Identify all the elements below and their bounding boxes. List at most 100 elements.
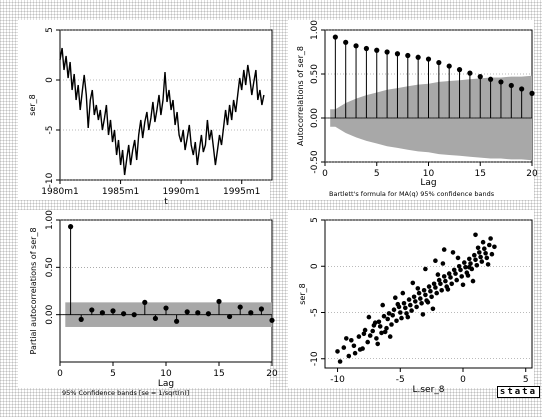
scatter-point xyxy=(427,284,432,289)
stata-watermark: stata xyxy=(497,386,540,398)
acf-point xyxy=(343,40,348,45)
scatter-point xyxy=(436,272,441,277)
y-tick-label: -10 xyxy=(45,172,55,187)
scatter-point xyxy=(473,233,478,238)
scatter-point xyxy=(433,285,438,290)
scatter-point xyxy=(475,263,480,268)
pacf-point xyxy=(238,304,243,309)
scatter-point xyxy=(434,291,439,296)
acf-point xyxy=(478,74,483,79)
y-axis-title: Partial autocorrelations of ser_8 xyxy=(29,227,38,354)
y-tick-label: -10 xyxy=(310,351,320,366)
scatter-point xyxy=(456,256,461,261)
pacf-point xyxy=(132,312,137,317)
scatter-point xyxy=(467,265,472,270)
scatter-point xyxy=(409,308,414,313)
y-tick-label: 0.00 xyxy=(45,304,55,324)
x-tick-label: 15 xyxy=(213,369,224,379)
scatter-point xyxy=(433,258,438,263)
pacf-point xyxy=(142,300,147,305)
x-tick-label: 20 xyxy=(526,169,538,179)
scatter-point xyxy=(481,240,486,245)
x-tick-label: 0 xyxy=(57,369,63,379)
y-tick-label: 0.50 xyxy=(310,64,320,84)
scatter-point xyxy=(349,338,354,343)
scatter-point xyxy=(416,286,421,291)
scatter-point xyxy=(367,315,372,320)
scatter-point xyxy=(390,313,395,318)
acf-point xyxy=(467,71,472,76)
scatter-point xyxy=(392,307,397,312)
scatter-point xyxy=(478,255,483,260)
pacf-point xyxy=(153,316,158,321)
pacf-point xyxy=(174,319,179,324)
x-axis-title: Lag xyxy=(158,379,174,389)
time-series-panel: -10-5051980m1 1985m1 1990m1 1995m1tser_8 xyxy=(18,20,272,207)
scatter-point xyxy=(438,282,443,287)
band-note: Bartlett's formula for MA(q) 95% confide… xyxy=(329,190,495,198)
y-axis-title: ser_8 xyxy=(28,94,37,115)
scatter-point xyxy=(414,305,419,310)
pacf-point xyxy=(227,314,232,319)
pacf-point xyxy=(206,311,211,316)
scatter-point xyxy=(412,295,417,300)
scatter-point xyxy=(473,258,478,263)
scatter-point xyxy=(492,245,497,250)
scatter-point xyxy=(422,288,427,293)
scatter-point xyxy=(467,257,472,262)
acf-point xyxy=(333,34,338,39)
plot-area xyxy=(60,30,272,180)
scatter-point xyxy=(352,344,357,349)
scatter-point xyxy=(358,347,363,352)
scatter-point xyxy=(442,247,447,252)
scatter-point xyxy=(449,282,454,287)
scatter-point xyxy=(362,332,367,337)
scatter-point xyxy=(407,297,412,302)
acf-point xyxy=(457,67,462,72)
scatter-point xyxy=(338,359,343,364)
scatter-point xyxy=(487,243,492,248)
pacf-point xyxy=(185,309,190,314)
scatter-point xyxy=(480,259,485,264)
x-tick-label: 1980m1 xyxy=(41,187,78,197)
x-tick-label: 1995m1 xyxy=(223,187,260,197)
scatter-point xyxy=(370,329,375,334)
scatter-point xyxy=(472,253,477,258)
scatter-point xyxy=(443,279,448,284)
scatter-point xyxy=(423,267,428,272)
pacf-point xyxy=(100,310,105,315)
pacf-point xyxy=(121,311,126,316)
scatter-point xyxy=(365,340,370,345)
scatter-point xyxy=(378,324,383,329)
scatter-point xyxy=(461,283,466,288)
scatter-point xyxy=(426,300,431,305)
scatter-point xyxy=(393,295,398,300)
scatter-point xyxy=(382,314,387,319)
y-tick-label: 0 xyxy=(310,263,320,269)
acf-point xyxy=(405,53,410,58)
scatter-point xyxy=(462,260,467,265)
x-tick-label: 20 xyxy=(266,369,278,379)
pacf-point xyxy=(269,318,274,323)
scatter-point xyxy=(485,256,490,261)
scatter-point xyxy=(342,345,347,350)
acf-point xyxy=(385,49,390,54)
scatter-point xyxy=(490,252,495,257)
scatter-point xyxy=(373,320,378,325)
x-tick-label: 15 xyxy=(475,169,486,179)
acf-point xyxy=(395,51,400,56)
scatter-point xyxy=(344,336,349,341)
scatter-point xyxy=(396,302,401,307)
scatter-point xyxy=(399,316,404,321)
scatter-point xyxy=(368,333,373,338)
scatter-point xyxy=(471,279,476,284)
y-tick-label: 0 xyxy=(45,77,55,83)
scatter-point xyxy=(488,236,493,241)
scatter-point xyxy=(389,322,394,327)
acf-point xyxy=(426,56,431,61)
scatter-point xyxy=(451,250,456,255)
scatter-point xyxy=(335,349,340,354)
scatter-point xyxy=(394,319,399,324)
x-tick-label: 1990m1 xyxy=(162,187,199,197)
scatter-point xyxy=(441,261,446,266)
